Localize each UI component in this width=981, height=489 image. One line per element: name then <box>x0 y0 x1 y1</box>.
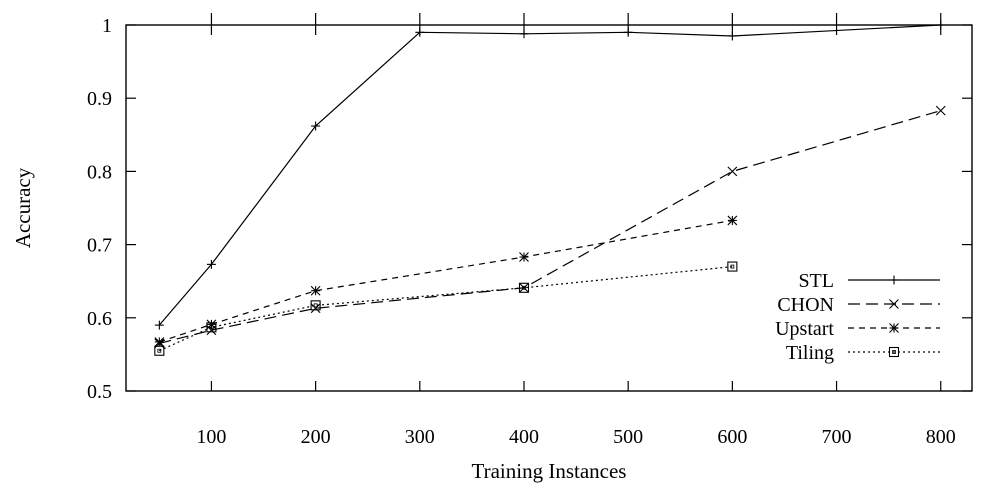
series-markers <box>154 20 946 356</box>
series-line-stl <box>158 24 941 326</box>
point-stl-1 <box>206 259 216 269</box>
axis-ticks <box>126 13 972 392</box>
point-chon-4 <box>727 166 738 177</box>
x-tick-label-2: 300 <box>405 426 435 448</box>
legend-label-stl: STL <box>798 270 834 292</box>
point-tiling-2 <box>310 300 321 311</box>
y-tick-label-1: 0.6 <box>87 308 112 330</box>
legend-label-chon: CHON <box>777 294 834 316</box>
x-tick-label-7: 800 <box>926 426 956 448</box>
series-line-chon <box>159 110 941 344</box>
point-stl-6 <box>727 31 737 41</box>
legend-marker-tiling <box>888 346 900 358</box>
point-upstart-2 <box>310 285 321 296</box>
x-tick-label-4: 500 <box>613 426 643 448</box>
point-stl-0 <box>154 320 164 330</box>
x-tick-label-5: 600 <box>717 426 747 448</box>
point-stl-5 <box>623 27 633 37</box>
point-upstart-3 <box>519 252 529 262</box>
x-tick-label-1: 200 <box>301 426 331 448</box>
legend-marker-chon <box>889 299 899 309</box>
point-tiling-0 <box>154 345 165 356</box>
point-upstart-1 <box>206 319 217 330</box>
x-axis-title: Training Instances <box>472 459 627 483</box>
point-stl-4 <box>519 29 529 39</box>
point-chon-3 <box>519 282 529 293</box>
legend-marker-upstart <box>889 323 899 333</box>
legend-label-tiling: Tiling <box>786 342 834 364</box>
series-lines <box>158 24 941 352</box>
axis-tick-labels: 0.5 0.6 0.7 0.8 0.9 1 100 200 300 400 500 600 700 800 <box>87 15 956 448</box>
legend-label-upstart: Upstart <box>775 318 834 340</box>
point-chon-2 <box>310 303 321 314</box>
plot-frame <box>125 24 973 392</box>
point-upstart-4 <box>727 215 738 226</box>
y-tick-label-3: 0.8 <box>87 161 112 183</box>
y-tick-label-0: 0.5 <box>87 381 112 403</box>
x-tick-label-0: 100 <box>196 426 226 448</box>
y-axis-title: Accuracy <box>11 167 35 248</box>
series-line-tiling <box>159 266 733 352</box>
point-tiling-3 <box>518 282 530 293</box>
point-stl-7 <box>936 20 946 30</box>
y-tick-label-4: 0.9 <box>87 88 112 110</box>
legend-marker-stl <box>889 275 899 285</box>
series-line-upstart <box>159 219 733 343</box>
point-stl-3 <box>415 27 425 37</box>
x-tick-label-6: 700 <box>822 426 852 448</box>
point-stl-2 <box>311 121 321 131</box>
y-tick-label-5: 1 <box>102 15 112 37</box>
y-tick-label-2: 0.7 <box>87 235 112 257</box>
point-upstart-0 <box>154 337 165 347</box>
x-tick-label-3: 400 <box>509 426 539 448</box>
point-chon-5 <box>935 105 946 116</box>
point-tiling-4 <box>727 261 738 272</box>
point-tiling-1 <box>206 322 217 333</box>
